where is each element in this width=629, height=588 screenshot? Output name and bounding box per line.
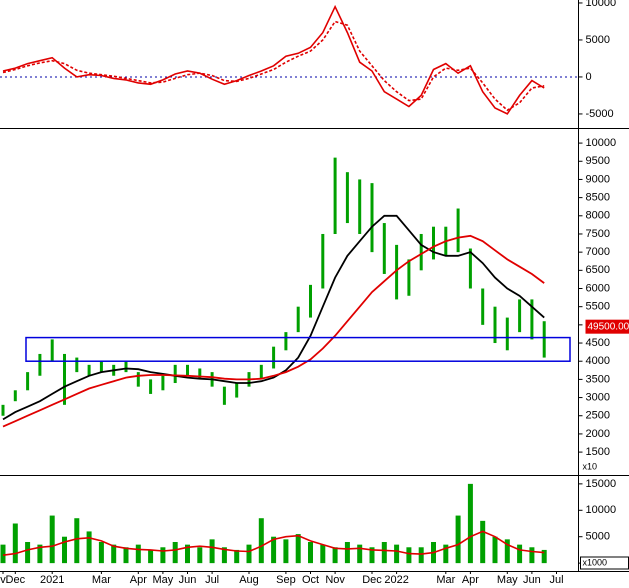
y-tick-label: 3000	[586, 391, 610, 403]
volume-bar	[209, 539, 215, 564]
volume-bar	[37, 544, 43, 564]
volume-bar	[74, 518, 80, 564]
volume-bar	[529, 547, 535, 564]
y-tick-label: 10000	[586, 504, 617, 516]
x-tick-label: Apr	[130, 574, 147, 586]
volume-bar	[271, 536, 277, 564]
volume-bar	[381, 541, 387, 564]
x-tick-label: May	[153, 574, 174, 586]
x-tick-label: Mar	[92, 574, 111, 586]
unit-label: x1000	[583, 557, 608, 567]
volume-bar	[406, 547, 412, 564]
volume-bar	[369, 547, 375, 564]
line-series	[2, 530, 545, 556]
y-tick-label: 7500	[586, 228, 610, 240]
volume-bar	[86, 531, 92, 564]
volume-bar	[234, 549, 240, 564]
volume-bar	[517, 544, 523, 564]
y-tick-label: 8000	[586, 210, 610, 222]
volume-bar	[185, 544, 190, 564]
y-tick-label: 6000	[586, 282, 610, 294]
volume-bar	[258, 518, 264, 564]
line-series	[2, 234, 545, 428]
volume-bar	[541, 549, 547, 564]
volume-bar	[443, 544, 449, 564]
volume-bar	[25, 541, 31, 564]
x-tick-label: Jul	[205, 574, 219, 586]
y-tick-label: 9000	[586, 173, 610, 185]
y-tick-label: 4000	[586, 355, 610, 367]
volume-bar	[111, 544, 117, 564]
x-tick-label: May	[497, 574, 518, 586]
volume-bar	[308, 541, 313, 564]
x-tick-label: Dec	[362, 574, 382, 586]
x-tick-label: Jun	[523, 574, 541, 586]
y-tick-label: 10000	[586, 137, 617, 149]
volume-bar	[455, 515, 461, 564]
volume-bar	[246, 544, 252, 564]
y-tick-label: 10000	[586, 0, 617, 9]
line-series	[2, 214, 545, 421]
volume-bar	[172, 541, 178, 564]
price-tag	[585, 319, 629, 334]
volume-bar	[12, 523, 18, 564]
volume-bar	[418, 547, 424, 564]
volume-bar	[197, 547, 203, 564]
volume-bar	[49, 515, 55, 564]
volume-bar	[344, 541, 350, 564]
x-tick-label: Mar	[436, 574, 455, 586]
volume-bar	[295, 534, 301, 564]
x-tick-label: Nov	[325, 574, 345, 586]
y-tick-label: 15000	[586, 478, 617, 490]
volume-bar	[480, 520, 486, 564]
volume-bar	[160, 547, 166, 564]
y-tick-label: 1500	[586, 446, 610, 458]
y-tick-label: 5500	[586, 301, 610, 313]
x-tick-label: Jul	[549, 574, 563, 586]
x-tick-label: Dec	[6, 574, 26, 586]
y-tick-label: 5000	[586, 34, 610, 46]
y-tick-label: -5000	[586, 108, 614, 120]
volume-bar	[467, 483, 473, 564]
volume-bar	[492, 536, 498, 564]
line-series	[2, 4, 545, 115]
volume-bar	[148, 549, 154, 564]
volume-bar	[357, 544, 363, 564]
y-tick-label: 8500	[586, 192, 610, 204]
volume-bar	[135, 544, 141, 564]
y-tick-label: 9500	[586, 155, 610, 167]
volume-bar	[283, 539, 289, 564]
x-tick-label: Aug	[239, 574, 259, 586]
volume-bar	[221, 547, 227, 564]
x-tick-label: Jun	[179, 574, 197, 586]
y-tick-label: 2000	[586, 428, 610, 440]
volume-bar	[98, 541, 104, 564]
volume-bar	[320, 544, 326, 564]
line-series	[2, 20, 545, 112]
y-tick-label: 4500	[586, 337, 610, 349]
y-tick-label: 3500	[586, 373, 610, 385]
x-tick-label: 2022	[384, 574, 408, 586]
volume-bar	[394, 544, 400, 564]
volume-bar	[123, 547, 129, 564]
price-tag-label: 49500.00	[588, 321, 629, 332]
y-tick-label: 0	[586, 71, 592, 83]
volume-bar	[0, 544, 6, 564]
x-tick-label: Sep	[276, 574, 296, 586]
volume-bar	[504, 539, 510, 564]
volume-bar	[332, 547, 338, 564]
y-tick-label: 2500	[586, 410, 610, 422]
x-tick-label: Oct	[302, 574, 319, 586]
x-tick-label: Apr	[462, 574, 479, 586]
x-tick-label: v	[0, 574, 6, 586]
y-tick-label: 6500	[586, 264, 610, 276]
volume-bar	[62, 536, 67, 564]
y-tick-label: 5000	[586, 531, 610, 543]
unit-label: x10	[583, 461, 598, 471]
y-tick-label: 7000	[586, 246, 610, 258]
support-zone	[25, 336, 571, 362]
x-tick-label: 2021	[40, 574, 64, 586]
